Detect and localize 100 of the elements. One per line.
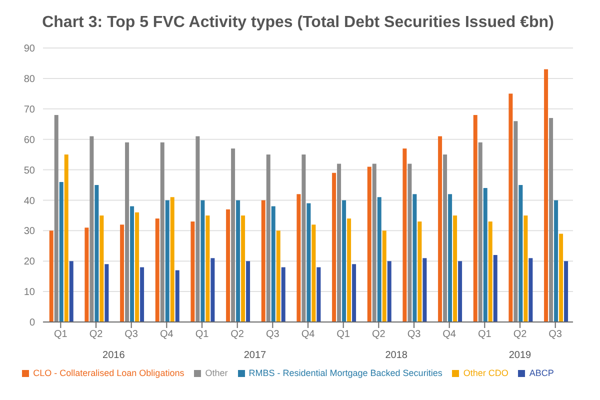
bar	[231, 148, 236, 322]
bar	[196, 136, 200, 322]
bar	[206, 215, 210, 322]
y-tick-label: 90	[24, 44, 36, 55]
bar	[100, 215, 104, 322]
bar	[458, 261, 462, 322]
x-tick-label: Q1	[336, 329, 350, 340]
bar	[130, 206, 134, 322]
bar	[377, 197, 382, 322]
bar	[453, 215, 458, 322]
y-tick-label: 20	[24, 256, 36, 268]
x-tick-label: Q4	[301, 329, 316, 340]
y-tick-label: 60	[24, 134, 36, 146]
bar	[412, 194, 417, 322]
bar	[302, 154, 306, 322]
bar	[104, 264, 109, 322]
bar	[261, 200, 266, 322]
bar	[170, 197, 174, 322]
bar	[402, 148, 407, 322]
x-tick-label: Q2	[372, 329, 386, 340]
bar	[342, 200, 346, 322]
bar	[387, 261, 392, 322]
bar	[90, 136, 94, 322]
bar	[443, 154, 448, 322]
bar	[422, 258, 427, 322]
bar	[478, 142, 482, 322]
x-tick-label: Q3	[407, 329, 422, 340]
bar	[438, 136, 442, 322]
bar	[69, 261, 74, 322]
bar	[296, 194, 301, 322]
x-tick-label: Q4	[442, 329, 456, 340]
bar	[347, 218, 352, 322]
y-tick-label: 30	[24, 226, 36, 238]
bar	[281, 267, 286, 322]
text: 2016	[102, 350, 126, 361]
y-tick-label: 0	[29, 318, 36, 329]
x-tick-label: Q1	[478, 329, 492, 340]
bar	[54, 114, 58, 322]
bar	[408, 164, 412, 322]
bar	[549, 118, 554, 322]
legend-label: RMBS - Residential Mortgage Backed Securities	[248, 368, 442, 378]
x-tick-label: Q3	[548, 329, 562, 340]
bar	[483, 188, 488, 322]
text: 2018	[384, 350, 408, 361]
bar	[528, 258, 533, 322]
legend-label: Other CDO	[463, 368, 508, 378]
x-tick-label: Q2	[89, 329, 104, 340]
bar	[226, 209, 230, 322]
x-tick-label: Q1	[54, 329, 68, 340]
bar	[135, 212, 140, 322]
bar	[210, 258, 215, 322]
bar	[488, 222, 492, 322]
bar	[367, 166, 372, 322]
x-tick-label: Q4	[160, 329, 174, 340]
bar	[524, 215, 528, 322]
legend-label: CLO - Collateralised Loan Obligations	[33, 368, 184, 378]
bar	[276, 230, 280, 322]
bar	[564, 261, 568, 322]
y-tick-label: 50	[24, 165, 36, 176]
bar	[352, 264, 356, 322]
bar	[372, 164, 376, 322]
bar	[190, 222, 195, 322]
x-tick-label: Q1	[195, 329, 210, 340]
bar	[337, 164, 342, 322]
bar	[155, 218, 160, 322]
bar	[544, 69, 548, 322]
bar	[125, 142, 130, 322]
text: 2019	[508, 350, 532, 361]
bar	[59, 182, 64, 322]
y-tick-label: 70	[24, 104, 36, 116]
y-tick-label: 40	[24, 196, 36, 207]
bar	[382, 230, 386, 322]
bar	[554, 200, 558, 322]
bar	[140, 267, 144, 322]
bar	[508, 94, 513, 322]
bar	[493, 255, 498, 322]
bar	[236, 200, 240, 322]
bar	[84, 228, 89, 322]
bar	[94, 185, 99, 322]
legend-label: Other	[205, 368, 228, 378]
y-tick-label: 80	[24, 74, 36, 85]
text: 2017	[242, 350, 268, 361]
bar	[120, 224, 124, 322]
chart-title: Chart 3: Top 5 FVC Activity types (Total Debt Securities Issued €bn)	[41, 14, 555, 32]
bar	[473, 114, 478, 322]
bar	[514, 121, 518, 322]
bar	[559, 234, 564, 322]
bar	[418, 222, 422, 322]
bar	[241, 215, 246, 322]
bar	[518, 185, 523, 322]
x-tick-label: Q3	[266, 329, 280, 340]
bar	[448, 194, 452, 322]
bar	[266, 154, 270, 322]
x-tick-label: Q2	[513, 329, 528, 340]
legend-label: ABCP	[529, 368, 554, 378]
bar	[175, 270, 180, 322]
bar	[200, 200, 205, 322]
y-tick-label: 10	[24, 287, 36, 298]
bar	[64, 154, 68, 322]
bar	[316, 267, 321, 322]
